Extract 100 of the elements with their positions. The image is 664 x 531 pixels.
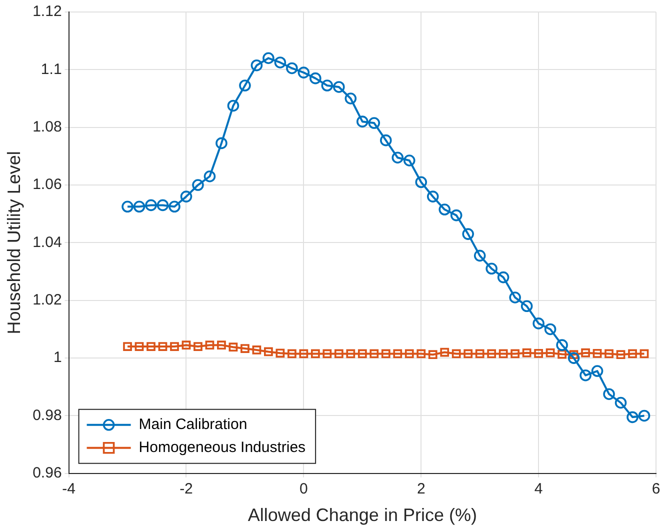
- point: [438, 204, 451, 216]
- point: [616, 350, 626, 360]
- point: [122, 200, 134, 213]
- y-axis-title: Household Utility Level: [4, 151, 24, 334]
- point: [558, 350, 566, 359]
- y-tick-label: 1.1: [40, 60, 62, 78]
- point: [370, 349, 379, 358]
- x-tick-label: 0: [300, 480, 308, 498]
- point: [474, 250, 486, 262]
- point: [592, 349, 602, 358]
- point: [580, 369, 592, 382]
- point: [544, 323, 556, 336]
- point: [182, 340, 191, 350]
- point: [170, 342, 179, 351]
- point: [204, 170, 216, 182]
- y-tick-label: 0.96: [32, 464, 62, 482]
- point: [368, 117, 380, 129]
- point: [404, 349, 414, 358]
- y-tick-label: 1.06: [32, 176, 62, 194]
- x-tick-label: 2: [416, 480, 426, 498]
- point: [156, 199, 169, 212]
- point: [264, 347, 273, 356]
- point: [603, 388, 615, 400]
- point: [626, 411, 638, 424]
- point: [356, 116, 368, 128]
- y-tick-label: 1: [53, 349, 62, 366]
- y-tick-label: 1.08: [32, 118, 62, 136]
- point: [334, 349, 344, 358]
- y-tick-label: 1.12: [32, 3, 62, 20]
- point: [133, 200, 146, 213]
- point: [146, 342, 156, 351]
- point: [450, 209, 462, 222]
- point: [426, 190, 439, 202]
- point: [298, 66, 310, 78]
- point: [556, 339, 568, 351]
- point: [452, 349, 461, 358]
- point: [286, 62, 298, 74]
- point: [346, 349, 356, 358]
- point: [227, 100, 240, 112]
- x-tick-label: -4: [62, 480, 76, 498]
- point: [393, 349, 402, 358]
- point: [123, 342, 132, 351]
- point: [415, 176, 428, 188]
- point: [497, 271, 510, 284]
- point: [640, 349, 649, 358]
- point: [287, 349, 296, 358]
- point: [228, 342, 238, 352]
- point: [628, 349, 637, 358]
- point: [240, 344, 250, 353]
- point: [475, 349, 484, 358]
- point: [192, 179, 204, 191]
- x-tick-label: 4: [534, 480, 543, 498]
- point: [321, 80, 334, 92]
- point: [168, 200, 180, 213]
- point: [638, 410, 650, 422]
- point: [158, 342, 168, 351]
- point: [217, 340, 226, 350]
- point: [381, 349, 390, 358]
- point: [333, 81, 345, 93]
- y-tick-label: 0.98: [32, 406, 62, 424]
- point: [546, 348, 555, 358]
- legend-label: Homogeneous Industries: [138, 439, 306, 456]
- point: [274, 56, 286, 68]
- point: [145, 199, 157, 212]
- point: [522, 348, 532, 358]
- point: [532, 318, 544, 330]
- x-tick-label: -2: [180, 480, 193, 498]
- point: [440, 348, 450, 357]
- point: [380, 134, 392, 146]
- point: [487, 349, 496, 358]
- point: [403, 154, 416, 166]
- point: [520, 300, 533, 312]
- point: [614, 396, 627, 409]
- point: [486, 262, 498, 275]
- point: [134, 342, 144, 351]
- point: [569, 350, 578, 360]
- point: [510, 349, 520, 358]
- point: [509, 292, 521, 304]
- y-tick-label: 1.02: [32, 292, 62, 309]
- point: [250, 59, 263, 72]
- point: [392, 152, 404, 164]
- point: [428, 350, 438, 360]
- point: [498, 349, 508, 358]
- x-tick-label: 6: [652, 480, 660, 498]
- point: [194, 342, 202, 351]
- point: [568, 352, 580, 364]
- point: [310, 349, 320, 358]
- point: [591, 365, 604, 377]
- point: [358, 349, 367, 358]
- point: [604, 349, 614, 358]
- point: [276, 348, 285, 358]
- point: [462, 228, 474, 240]
- point: [216, 137, 228, 150]
- point: [205, 340, 214, 350]
- point: [344, 92, 357, 104]
- point: [464, 349, 473, 358]
- y-tick-label: 1.04: [32, 234, 62, 251]
- point: [180, 190, 192, 202]
- point: [322, 349, 332, 358]
- point: [310, 72, 322, 84]
